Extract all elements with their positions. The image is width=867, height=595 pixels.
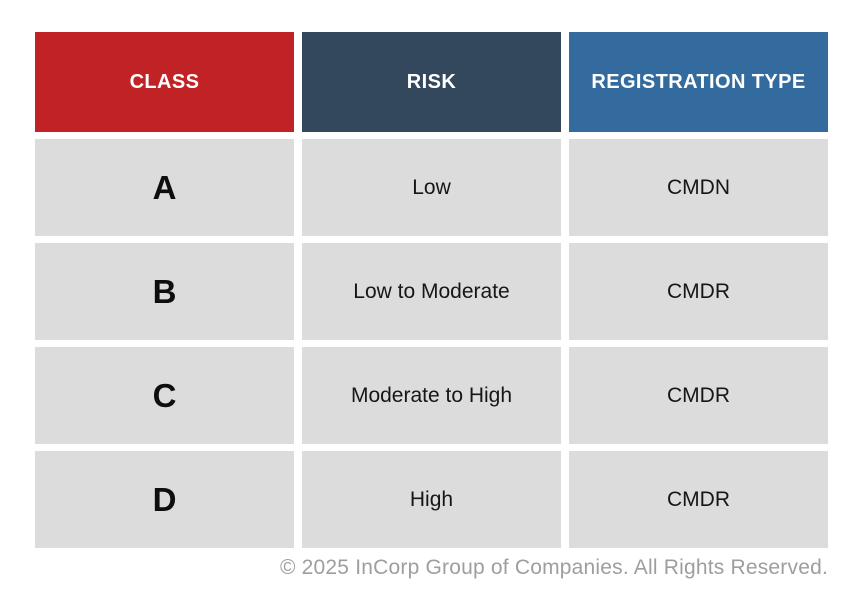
cell-risk-b: Low to Moderate [302, 243, 561, 340]
device-classification-table: CLASS RISK REGISTRATION TYPE A Low CMDN … [35, 32, 828, 548]
cell-class-c: C [35, 347, 294, 444]
cell-registration-d: CMDR [569, 451, 828, 548]
cell-registration-b: CMDR [569, 243, 828, 340]
cell-risk-c: Moderate to High [302, 347, 561, 444]
column-header-risk: RISK [302, 32, 561, 132]
cell-class-d: D [35, 451, 294, 548]
column-header-registration-type: REGISTRATION TYPE [569, 32, 828, 132]
cell-risk-a: Low [302, 139, 561, 236]
cell-class-a: A [35, 139, 294, 236]
copyright-footer: © 2025 InCorp Group of Companies. All Ri… [279, 556, 828, 579]
cell-registration-c: CMDR [569, 347, 828, 444]
cell-risk-d: High [302, 451, 561, 548]
column-header-class: CLASS [35, 32, 294, 132]
cell-class-b: B [35, 243, 294, 340]
cell-registration-a: CMDN [569, 139, 828, 236]
